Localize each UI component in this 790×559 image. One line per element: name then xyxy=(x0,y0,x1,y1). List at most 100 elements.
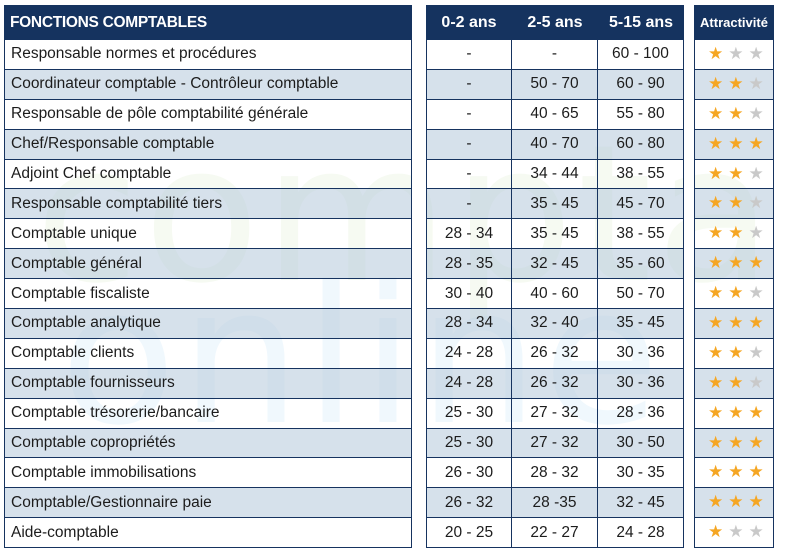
column-gap xyxy=(412,219,426,250)
salary-0-2: 20 - 25 xyxy=(426,518,512,549)
attractivity-rating: ★ ★ ★ xyxy=(694,249,774,280)
salary-0-2: 24 - 28 xyxy=(426,338,512,369)
column-gap xyxy=(684,309,694,339)
attractivity-rating: ★ ★ ★ xyxy=(694,518,774,549)
salary-0-2: 25 - 30 xyxy=(426,428,512,459)
attractivity-rating: ★ ★ ★ xyxy=(694,458,774,489)
salary-0-2: 26 - 30 xyxy=(426,458,512,489)
star-icon: ★ xyxy=(748,223,764,244)
column-gap xyxy=(684,488,694,519)
salary-0-2: - xyxy=(426,159,512,190)
star-icon: ★ xyxy=(708,283,724,304)
column-gap xyxy=(412,398,426,429)
attractivity-rating: ★ ★ ★ xyxy=(694,279,774,310)
salary-0-2: 28 - 34 xyxy=(426,309,512,339)
star-icon: ★ xyxy=(728,462,744,483)
header-5-15-years: 5-15 ans xyxy=(598,5,684,40)
salary-2-5: 34 - 44 xyxy=(512,159,598,190)
attractivity-rating: ★ ★ ★ xyxy=(694,428,774,459)
salary-5-15: 38 - 55 xyxy=(598,159,684,190)
star-icon: ★ xyxy=(748,193,764,214)
salary-2-5: 40 - 60 xyxy=(512,279,598,310)
attractivity-rating: ★ ★ ★ xyxy=(694,309,774,339)
star-icon: ★ xyxy=(748,492,764,513)
function-name: Comptable général xyxy=(4,249,412,280)
column-gap xyxy=(412,189,426,220)
column-gap xyxy=(412,279,426,310)
header-function: FONCTIONS COMPTABLES xyxy=(4,5,412,40)
attractivity-rating: ★ ★ ★ xyxy=(694,189,774,220)
salary-5-15: 60 - 90 xyxy=(598,69,684,100)
star-icon: ★ xyxy=(748,372,764,393)
salary-5-15: 32 - 45 xyxy=(598,488,684,519)
star-icon: ★ xyxy=(708,253,724,274)
salary-2-5: 40 - 70 xyxy=(512,129,598,160)
star-icon: ★ xyxy=(728,312,744,333)
star-icon: ★ xyxy=(728,163,744,184)
function-name: Comptable immobilisations xyxy=(4,458,412,489)
star-icon: ★ xyxy=(708,103,724,124)
column-gap xyxy=(684,458,694,489)
salary-0-2: 28 - 34 xyxy=(426,219,512,250)
salary-5-15: 45 - 70 xyxy=(598,189,684,220)
column-gap xyxy=(412,458,426,489)
star-icon: ★ xyxy=(728,522,744,543)
attractivity-rating: ★ ★ ★ xyxy=(694,338,774,369)
star-icon: ★ xyxy=(748,402,764,423)
function-name: Aide-comptable xyxy=(4,518,412,549)
salary-2-5: 22 - 27 xyxy=(512,518,598,549)
star-icon: ★ xyxy=(708,462,724,483)
salary-2-5: 35 - 45 xyxy=(512,219,598,250)
header-attractivity: Attractivité xyxy=(694,5,774,40)
function-name: Coordinateur comptable - Contrôleur comp… xyxy=(4,69,412,100)
star-icon: ★ xyxy=(728,73,744,94)
star-icon: ★ xyxy=(708,402,724,423)
star-icon: ★ xyxy=(748,522,764,543)
star-icon: ★ xyxy=(708,342,724,363)
attractivity-rating: ★ ★ ★ xyxy=(694,159,774,190)
salary-2-5: 26 - 32 xyxy=(512,338,598,369)
salary-0-2: - xyxy=(426,129,512,160)
star-icon: ★ xyxy=(728,103,744,124)
column-gap xyxy=(684,428,694,459)
star-icon: ★ xyxy=(728,43,744,64)
salary-2-5: 32 - 45 xyxy=(512,249,598,280)
star-icon: ★ xyxy=(748,432,764,453)
star-icon: ★ xyxy=(728,133,744,154)
function-name: Comptable fournisseurs xyxy=(4,368,412,399)
column-gap xyxy=(684,398,694,429)
star-icon: ★ xyxy=(748,133,764,154)
function-name: Comptable clients xyxy=(4,338,412,369)
star-icon: ★ xyxy=(748,462,764,483)
function-name: Responsable comptabilité tiers xyxy=(4,189,412,220)
attractivity-rating: ★ ★ ★ xyxy=(694,129,774,160)
function-name: Comptable fiscaliste xyxy=(4,279,412,310)
salary-0-2: - xyxy=(426,40,512,70)
function-name: Comptable copropriétés xyxy=(4,428,412,459)
column-gap xyxy=(412,249,426,280)
column-gap xyxy=(412,69,426,100)
star-icon: ★ xyxy=(728,283,744,304)
column-gap xyxy=(684,69,694,100)
salary-5-15: 30 - 50 xyxy=(598,428,684,459)
star-icon: ★ xyxy=(728,193,744,214)
salary-0-2: 26 - 32 xyxy=(426,488,512,519)
star-icon: ★ xyxy=(708,372,724,393)
column-gap xyxy=(412,368,426,399)
column-gap xyxy=(412,129,426,160)
column-gap xyxy=(684,5,694,40)
salary-2-5: 26 - 32 xyxy=(512,368,598,399)
attractivity-rating: ★ ★ ★ xyxy=(694,99,774,130)
function-name: Comptable unique xyxy=(4,219,412,250)
column-gap xyxy=(412,5,426,40)
salary-2-5: 28 -35 xyxy=(512,488,598,519)
column-gap xyxy=(412,99,426,130)
column-gap xyxy=(412,428,426,459)
star-icon: ★ xyxy=(708,312,724,333)
salary-2-5: - xyxy=(512,40,598,70)
column-gap xyxy=(684,279,694,310)
star-icon: ★ xyxy=(728,253,744,274)
salary-5-15: 60 - 100 xyxy=(598,40,684,70)
column-gap xyxy=(412,518,426,549)
function-name: Comptable analytique xyxy=(4,309,412,339)
